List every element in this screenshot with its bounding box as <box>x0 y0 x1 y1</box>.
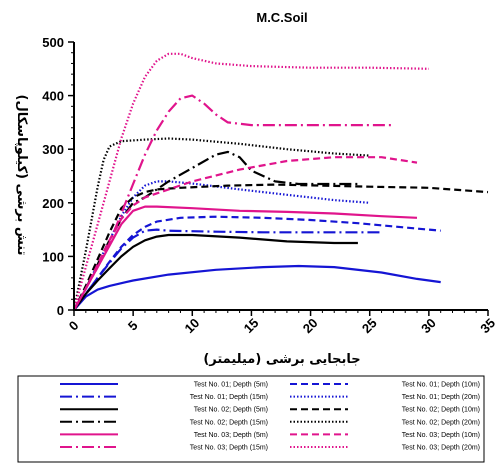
series-line-5 <box>73 233 358 311</box>
legend-entry-label: Test No. 03; Depth (5m) <box>194 432 268 439</box>
y-tick-label: 200 <box>42 196 64 211</box>
x-tick-label: 0 <box>66 318 82 334</box>
x-tick-label: 30 <box>418 315 439 336</box>
x-tick-label: 35 <box>477 315 498 336</box>
plot-area <box>72 52 489 311</box>
legend-entry-label: Test No. 01; Depth (10m) <box>402 382 480 389</box>
y-tick-label: 0 <box>57 303 64 318</box>
x-tick-label: 20 <box>300 315 321 336</box>
series-line-3 <box>73 228 382 311</box>
legend-entry-label: Test No. 02; Depth (15m) <box>190 419 268 426</box>
y-tick-label: 300 <box>42 142 64 157</box>
legend-entry-label: Test No. 02; Depth (20m) <box>402 419 480 426</box>
series-line-1 <box>73 264 441 311</box>
legend-entry-label: Test No. 02; Depth (5m) <box>194 407 268 414</box>
legend-entry-label: Test No. 03; Depth (15m) <box>190 445 268 452</box>
y-tick-label: 400 <box>42 89 64 104</box>
legend-entry-label: Test No. 03; Depth (10m) <box>402 432 480 439</box>
y-axis-label: تنش برشی (کیلوپاسکال) <box>14 95 29 256</box>
x-tick-label: 15 <box>241 315 262 336</box>
x-tick-label: 25 <box>359 315 380 336</box>
series-line-10 <box>73 156 418 311</box>
series-line-2 <box>73 215 441 311</box>
y-tick-label: 500 <box>42 35 64 50</box>
legend-entry-label: Test No. 03; Depth (20m) <box>402 445 480 452</box>
series-line-11 <box>73 94 394 311</box>
legend-entry-label: Test No. 02; Depth (10m) <box>402 407 480 414</box>
legend-box <box>17 375 485 463</box>
series-line-4 <box>73 180 370 311</box>
x-axis-label: جابجایی برشی (میلیمتر) <box>203 352 360 367</box>
x-tick-label: 10 <box>182 315 203 336</box>
series-line-12 <box>72 52 429 311</box>
legend-entry-label: Test No. 01; Depth (5m) <box>194 382 268 389</box>
legend-entry-label: Test No. 01; Depth (20m) <box>402 394 480 401</box>
series-line-9 <box>73 205 418 311</box>
series-line-8 <box>72 137 370 311</box>
legend-entry-label: Test No. 01; Depth (15m) <box>190 394 268 401</box>
chart-title: M.C.Soil <box>256 10 307 25</box>
legend: Test No. 01; Depth (5m) Test No. 01; Dept… <box>60 382 480 452</box>
x-tick-label: 5 <box>125 318 141 334</box>
y-tick-label: 100 <box>42 249 64 264</box>
